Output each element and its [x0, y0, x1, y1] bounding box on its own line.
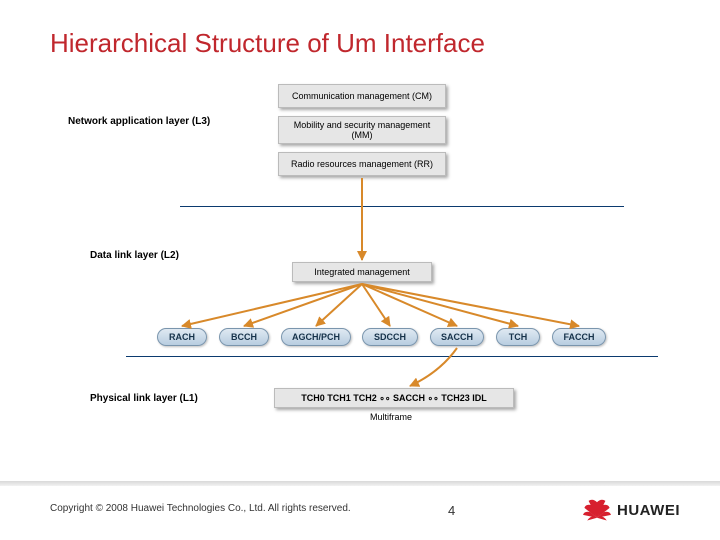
channel-sacch: SACCH: [430, 328, 484, 346]
channel-rach: RACH: [157, 328, 207, 346]
l2-box: Integrated management: [292, 262, 432, 282]
multiframe-box: TCH0 TCH1 TCH2 ∘∘ SACCH ∘∘ TCH23 IDL: [274, 388, 514, 408]
channel-agch-pch: AGCH/PCH: [281, 328, 351, 346]
l3-box-2: Radio resources management (RR): [278, 152, 446, 176]
huawei-logo-text: HUAWEI: [617, 502, 680, 519]
footer-bar: [0, 481, 720, 486]
multiframe-label: Multiframe: [370, 412, 412, 422]
channel-bcch: BCCH: [219, 328, 269, 346]
page-number: 4: [448, 503, 455, 518]
separator-0: [180, 206, 624, 207]
copyright: Copyright © 2008 Huawei Technologies Co.…: [50, 503, 351, 514]
separator-1: [126, 356, 658, 357]
l3-box-0: Communication management (CM): [278, 84, 446, 108]
channel-tch: TCH: [496, 328, 540, 346]
l3-box-1: Mobility and security management (MM): [278, 116, 446, 144]
layer-label-l3: Network application layer (L3): [68, 116, 210, 127]
channel-sdcch: SDCCH: [362, 328, 418, 346]
layer-label-l2: Data link layer (L2): [90, 250, 179, 261]
page-title: Hierarchical Structure of Um Interface: [50, 28, 485, 59]
slide: Hierarchical Structure of Um Interface N…: [0, 0, 720, 540]
huawei-logo-icon: [583, 498, 611, 522]
layer-label-l1: Physical link layer (L1): [90, 393, 198, 404]
huawei-logo: HUAWEI: [583, 498, 680, 522]
channel-facch: FACCH: [552, 328, 606, 346]
